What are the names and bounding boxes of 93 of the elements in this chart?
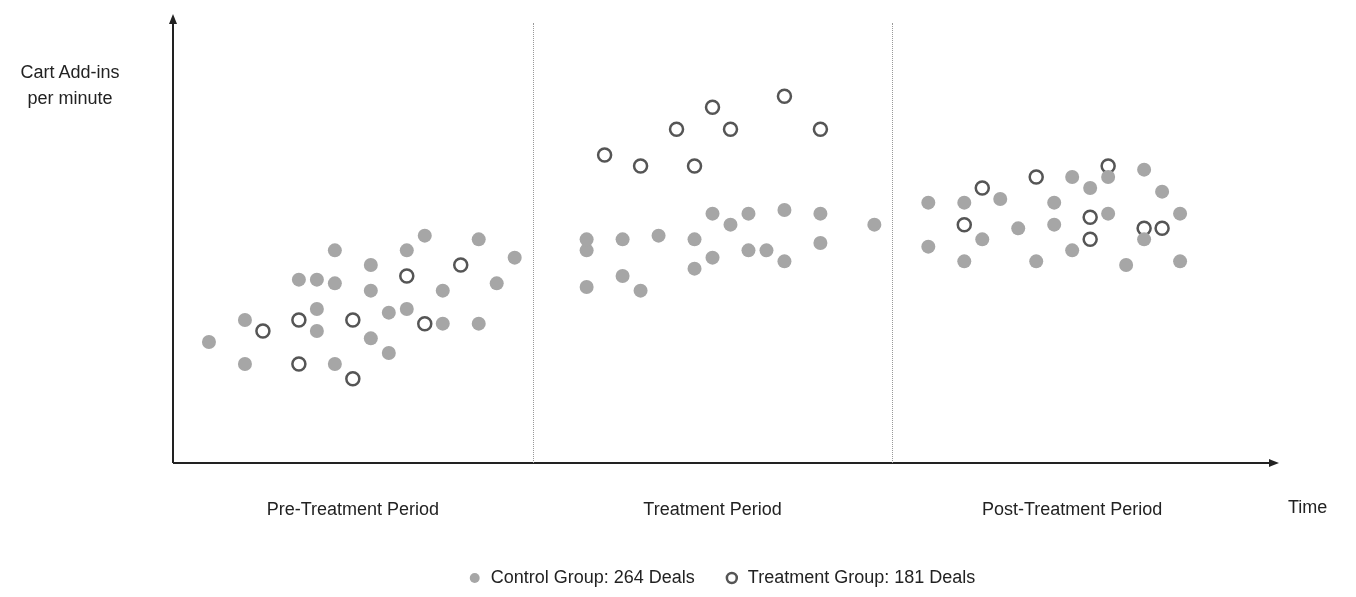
point — [1082, 209, 1098, 226]
point — [507, 250, 522, 265]
point — [975, 232, 990, 247]
point — [812, 121, 829, 138]
point — [974, 180, 991, 196]
point — [291, 356, 307, 372]
point — [1101, 170, 1116, 184]
point — [686, 158, 703, 174]
point — [813, 236, 828, 250]
point — [1011, 221, 1026, 236]
point — [452, 257, 469, 273]
point — [1173, 206, 1188, 221]
point — [435, 316, 450, 331]
point — [1065, 243, 1080, 258]
point — [1047, 195, 1062, 210]
x-tick-label: Treatment Period — [643, 498, 782, 519]
point — [777, 203, 792, 217]
point — [471, 316, 486, 331]
point — [1137, 232, 1152, 247]
x-axis-title: Time — [1288, 496, 1328, 517]
point — [596, 147, 613, 163]
y-axis-title: Cart Add-ins per minute — [20, 61, 120, 108]
point — [1028, 169, 1044, 185]
point — [327, 243, 342, 258]
point — [363, 258, 378, 272]
point — [579, 232, 594, 247]
point — [399, 243, 414, 258]
point — [921, 195, 936, 210]
point — [255, 323, 271, 339]
point — [435, 283, 450, 298]
point — [237, 357, 252, 371]
point — [741, 206, 756, 221]
point — [776, 88, 793, 105]
x-tick-label: Pre-Treatment Period — [266, 498, 440, 519]
point — [381, 346, 396, 360]
point — [759, 243, 774, 258]
point — [668, 121, 685, 138]
legend-label: Control Group: 264 Deals — [490, 566, 695, 587]
point — [1155, 184, 1170, 199]
point — [722, 121, 739, 138]
point — [399, 302, 414, 316]
point — [957, 254, 972, 269]
point — [1101, 206, 1116, 221]
point — [1137, 162, 1152, 177]
point — [471, 232, 486, 247]
point — [993, 192, 1008, 206]
point — [957, 195, 972, 210]
point — [1082, 231, 1098, 248]
point — [956, 216, 973, 233]
point — [417, 315, 433, 332]
point — [615, 269, 630, 283]
point — [1047, 217, 1062, 232]
point — [345, 312, 361, 328]
point — [201, 335, 216, 349]
point — [651, 228, 666, 243]
point — [399, 268, 415, 284]
point — [687, 261, 702, 276]
point — [1154, 220, 1170, 237]
point — [632, 158, 649, 174]
point — [1173, 254, 1188, 269]
point — [1065, 170, 1080, 184]
point — [291, 272, 306, 287]
point — [309, 302, 324, 316]
point — [1119, 258, 1134, 272]
point — [633, 283, 648, 298]
point — [615, 232, 630, 247]
point — [687, 232, 702, 247]
point — [921, 239, 936, 254]
point — [579, 280, 594, 294]
x-tick-label: Post-Treatment Period — [981, 498, 1163, 519]
point — [489, 276, 504, 291]
point — [363, 283, 378, 298]
point — [705, 206, 720, 221]
point — [723, 217, 738, 232]
point — [705, 250, 720, 265]
point — [813, 206, 828, 221]
point — [309, 272, 324, 287]
point — [327, 276, 342, 291]
point — [345, 370, 361, 387]
point — [381, 305, 396, 320]
point — [704, 99, 721, 116]
point — [417, 228, 432, 243]
legend-label: Treatment Group: 181 Deals — [747, 566, 976, 587]
point — [1083, 181, 1098, 195]
point — [777, 254, 792, 269]
point — [741, 243, 756, 258]
point — [309, 324, 324, 338]
point — [867, 217, 882, 232]
point — [291, 312, 307, 328]
point — [327, 357, 342, 371]
point — [237, 313, 252, 327]
point — [363, 331, 378, 346]
point — [1029, 254, 1044, 269]
